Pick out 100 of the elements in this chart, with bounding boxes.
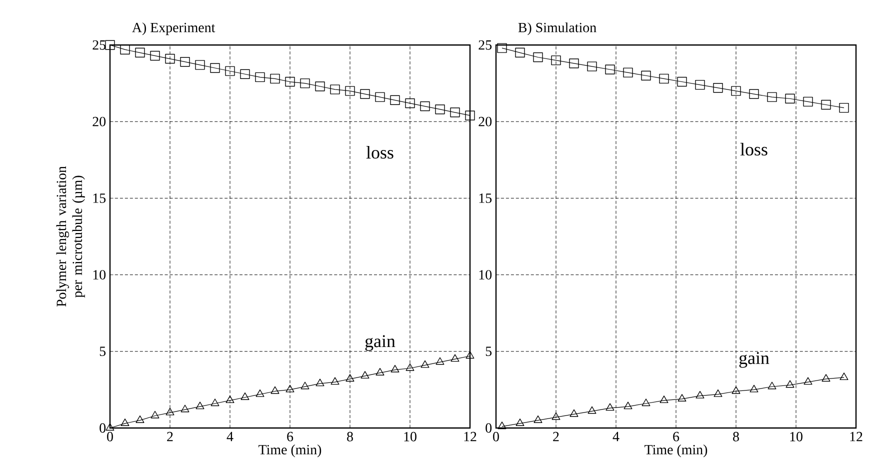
point bbox=[165, 54, 175, 64]
point bbox=[196, 402, 204, 410]
point bbox=[345, 86, 355, 96]
point bbox=[450, 108, 460, 118]
point bbox=[240, 392, 250, 400]
y-tick-label: 0 bbox=[100, 423, 106, 433]
point bbox=[659, 74, 669, 84]
text: loss bbox=[740, 142, 768, 156]
point bbox=[330, 377, 340, 385]
point bbox=[376, 368, 384, 376]
x-tick-label: 0 bbox=[107, 432, 113, 442]
point bbox=[605, 64, 615, 74]
point bbox=[150, 50, 160, 61]
x-tick-label: 8 bbox=[733, 432, 739, 442]
point bbox=[420, 360, 430, 368]
x-tick-label: 2 bbox=[553, 432, 559, 442]
point bbox=[285, 76, 295, 87]
point bbox=[713, 83, 723, 93]
y-tick-label: 25 bbox=[478, 40, 492, 50]
chart-title: B) Simulation bbox=[518, 22, 596, 36]
point bbox=[768, 382, 776, 390]
point bbox=[300, 78, 310, 88]
point bbox=[270, 74, 280, 84]
point bbox=[166, 408, 174, 416]
point bbox=[286, 384, 294, 392]
x-tick-label: 12 bbox=[850, 432, 862, 442]
chart-title: A) Experiment bbox=[132, 22, 216, 36]
point bbox=[498, 422, 506, 430]
point bbox=[135, 48, 145, 58]
point bbox=[623, 68, 633, 78]
x-axis-title: Time (min) bbox=[644, 444, 708, 458]
point bbox=[731, 86, 741, 96]
point bbox=[696, 390, 704, 398]
point bbox=[406, 363, 414, 371]
x-tick-label: 2 bbox=[167, 432, 173, 442]
x-tick-label: 6 bbox=[287, 432, 294, 442]
point bbox=[732, 386, 740, 394]
point bbox=[420, 101, 430, 112]
point bbox=[534, 415, 542, 423]
x-tick-label: 10 bbox=[790, 432, 802, 442]
point bbox=[180, 404, 190, 412]
point bbox=[465, 110, 475, 120]
y-tick-label: 10 bbox=[93, 270, 106, 280]
y-tick-label: 5 bbox=[100, 346, 106, 356]
point bbox=[450, 354, 460, 362]
y-tick-label: 20 bbox=[478, 116, 492, 126]
point bbox=[270, 386, 280, 394]
y-tick-label: 10 bbox=[479, 270, 492, 280]
point bbox=[552, 412, 560, 420]
point bbox=[660, 396, 668, 404]
x-axis-title: Time (min) bbox=[258, 444, 322, 458]
point bbox=[120, 44, 130, 54]
point bbox=[375, 92, 385, 102]
y-tick-label: 20 bbox=[92, 116, 106, 126]
point bbox=[346, 374, 354, 382]
point bbox=[330, 84, 340, 94]
point bbox=[822, 374, 830, 382]
point bbox=[256, 389, 264, 397]
point bbox=[466, 351, 474, 359]
point bbox=[839, 102, 849, 113]
point bbox=[255, 72, 265, 82]
y-tick-label: 0 bbox=[486, 423, 492, 433]
point bbox=[435, 104, 445, 114]
point bbox=[606, 403, 614, 411]
point bbox=[515, 48, 525, 58]
point bbox=[821, 100, 831, 110]
x-tick-label: 10 bbox=[404, 432, 416, 442]
point bbox=[300, 382, 310, 390]
point bbox=[136, 415, 144, 423]
y-tick-label: 15 bbox=[93, 194, 106, 203]
point bbox=[226, 396, 234, 404]
series-label: gain bbox=[365, 335, 396, 351]
point bbox=[315, 82, 325, 92]
point bbox=[714, 389, 722, 397]
point bbox=[803, 96, 813, 107]
x-tick-label: 6 bbox=[673, 432, 680, 442]
point bbox=[785, 94, 795, 104]
point bbox=[195, 60, 205, 70]
point bbox=[240, 69, 250, 79]
x-tick-label: 0 bbox=[493, 432, 499, 442]
y-axis-title: Polymer length variation per microtubule (µm) bbox=[56, 166, 85, 307]
text: loss bbox=[366, 146, 394, 159]
point bbox=[588, 406, 596, 414]
point bbox=[106, 423, 114, 431]
point bbox=[641, 70, 651, 80]
point bbox=[840, 372, 848, 380]
point bbox=[642, 398, 650, 406]
point bbox=[390, 364, 400, 372]
x-tick-label: 4 bbox=[612, 432, 620, 442]
x-tick-label: 8 bbox=[347, 432, 353, 442]
point bbox=[786, 380, 794, 388]
point bbox=[210, 63, 220, 73]
point bbox=[677, 76, 687, 87]
point bbox=[405, 98, 415, 108]
point bbox=[587, 62, 597, 72]
y-tick-label: 5 bbox=[486, 346, 492, 356]
point bbox=[210, 398, 220, 406]
point bbox=[749, 89, 759, 99]
point bbox=[120, 418, 130, 426]
point bbox=[695, 80, 705, 90]
